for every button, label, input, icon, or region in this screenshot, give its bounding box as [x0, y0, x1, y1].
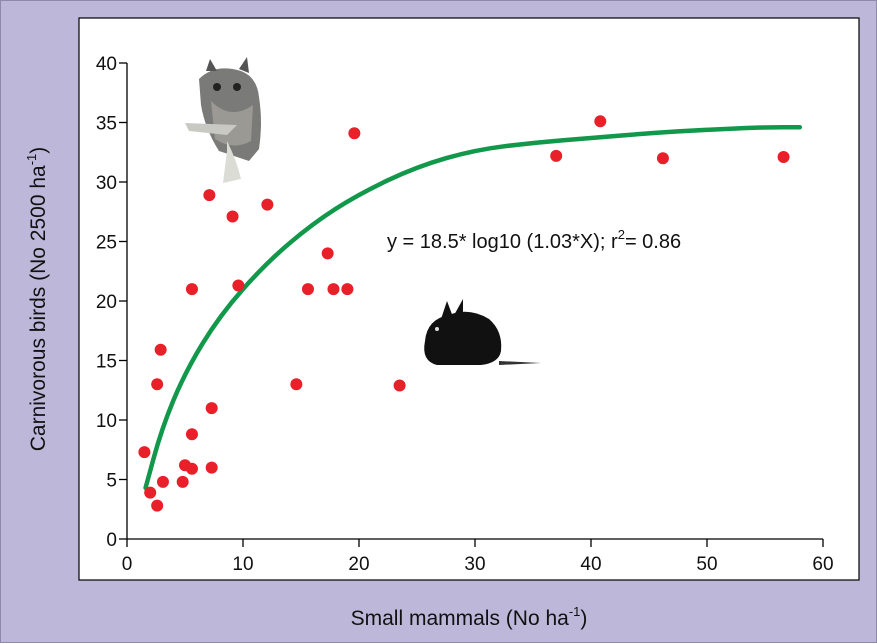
data-point: [151, 378, 164, 391]
y-tick-label: 0: [106, 530, 117, 551]
data-point: [327, 283, 340, 296]
data-point: [348, 127, 361, 140]
points-layer: [138, 115, 790, 512]
x-tick-label: 10: [232, 554, 253, 575]
owl-illustration: [185, 57, 261, 183]
data-point: [226, 210, 239, 223]
y-tick-label: 25: [96, 233, 117, 254]
data-point: [185, 283, 198, 296]
data-point: [261, 198, 274, 211]
data-point: [341, 283, 354, 296]
data-point: [176, 475, 189, 488]
y-tick-label: 35: [96, 114, 117, 135]
data-point: [232, 279, 245, 292]
data-point: [203, 189, 216, 202]
data-point: [321, 247, 334, 260]
y-tick-label: 20: [96, 292, 117, 313]
data-point: [656, 152, 669, 165]
fit-layer: [143, 125, 803, 491]
data-point: [185, 462, 198, 475]
fit-curve: [143, 125, 803, 491]
x-tick-label: 50: [696, 554, 717, 575]
rabbit-illustration: [424, 299, 541, 365]
x-axis: 0 10 20 30 40 50 60: [122, 538, 834, 575]
data-point: [151, 499, 164, 512]
x-tick-label: 20: [348, 554, 369, 575]
x-tick-label: 30: [464, 554, 485, 575]
x-tick-label: 40: [580, 554, 601, 575]
data-point: [393, 379, 406, 392]
data-point: [185, 428, 198, 441]
x-tick-label: 0: [122, 554, 133, 575]
data-point: [138, 446, 151, 459]
plot-background: [78, 17, 860, 581]
data-point: [156, 475, 169, 488]
data-point: [205, 461, 218, 474]
data-point: [550, 149, 563, 162]
y-tick-label: 5: [106, 471, 117, 492]
y-tick-label: 10: [96, 411, 117, 432]
y-tick-label: 15: [96, 352, 117, 373]
y-tick-label: 40: [96, 54, 117, 75]
data-point: [144, 486, 157, 499]
data-point: [594, 115, 607, 128]
data-point: [301, 283, 314, 296]
y-axis: 0 5 10 15 20 25 30 35 40: [96, 54, 128, 551]
y-tick-label: 30: [96, 173, 117, 194]
data-point: [154, 343, 167, 356]
x-axis-title: Small mammals (No ha-1): [351, 604, 588, 630]
x-tick-label: 60: [812, 554, 833, 575]
data-point: [777, 151, 790, 164]
equation-annotation: y = 18.5* log10 (1.03*X); r2= 0.86: [387, 227, 681, 253]
data-point: [205, 402, 218, 415]
y-axis-title: Carnivorous birds (No 2500 ha-1): [24, 147, 50, 452]
data-point: [290, 378, 303, 391]
